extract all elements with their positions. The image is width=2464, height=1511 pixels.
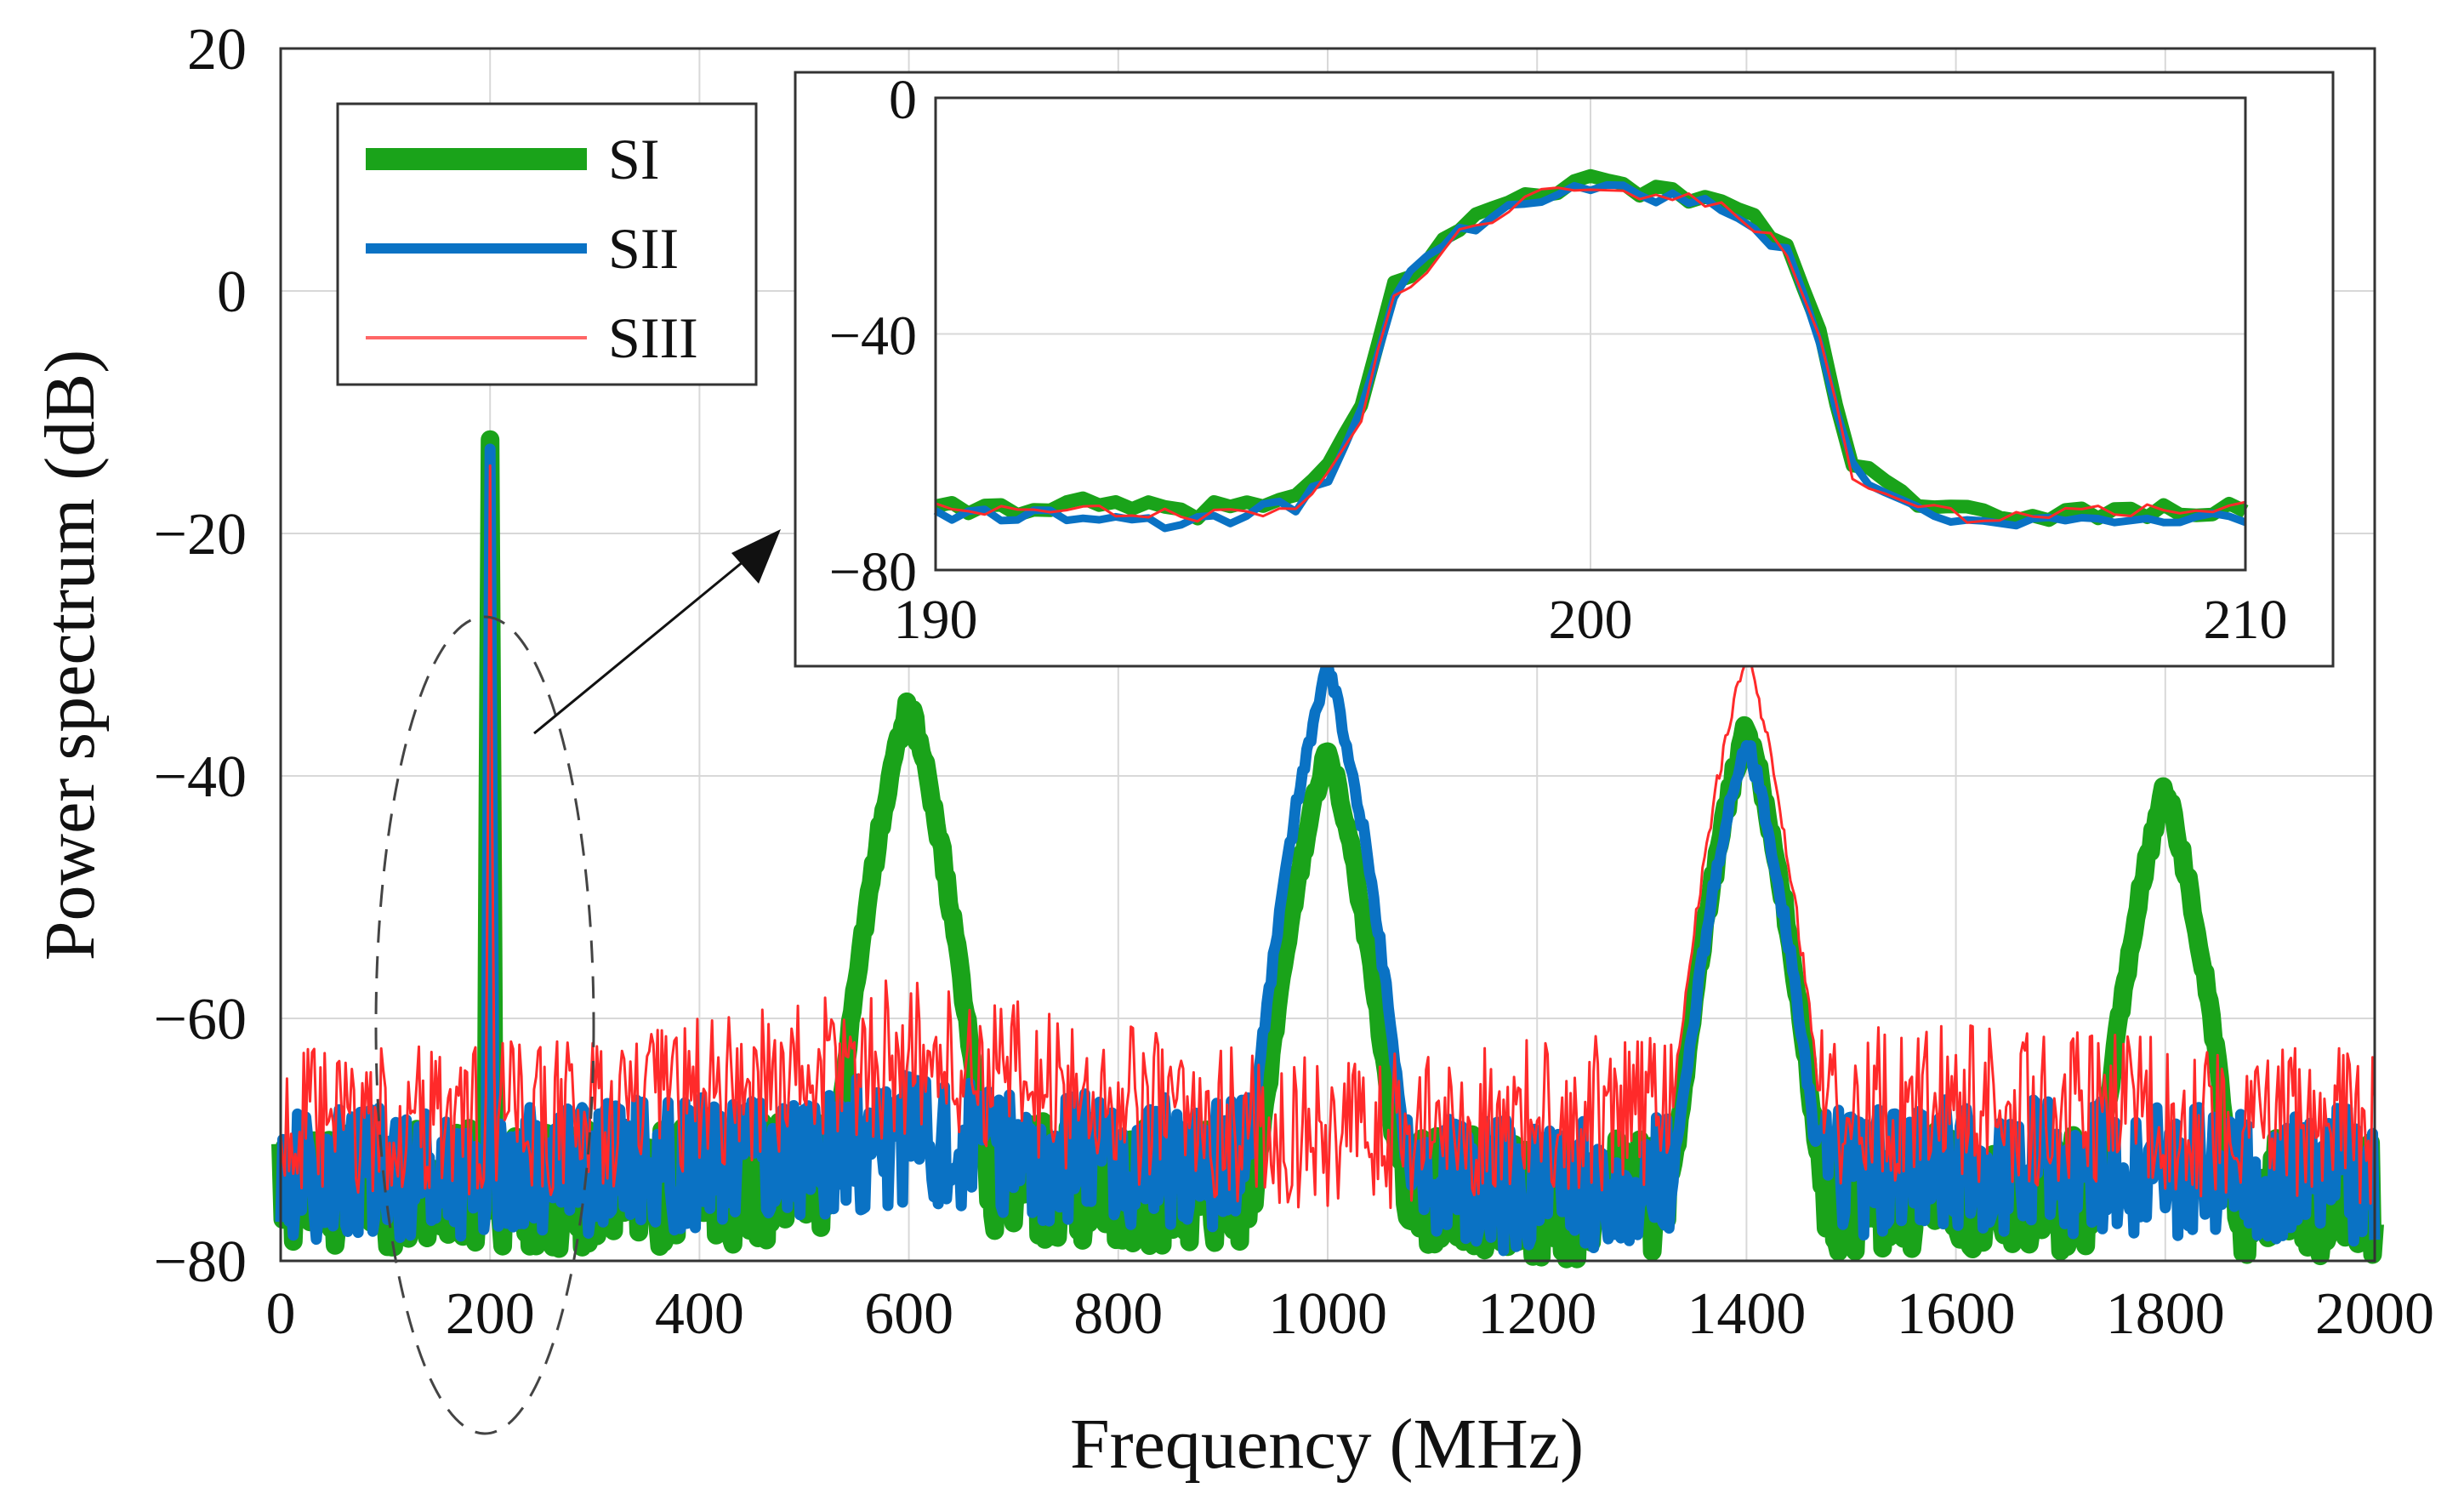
y-axis-label: Power spectrum (dB) [31,350,110,961]
x-axis-label: Frequency (MHz) [1070,1405,1584,1484]
main-y-tick-label: −40 [154,744,247,810]
legend-label-siii: SIII [608,305,698,370]
inset-y-tick-label: −80 [829,541,917,603]
inset-plot-frame [934,96,2247,572]
main-y-tick-label: −60 [154,987,247,1052]
inset-y-tick-label: 0 [889,69,917,131]
inset-x-tick-label: 190 [894,589,978,651]
main-x-tick-label: 1800 [2106,1281,2225,1347]
legend: SI SII SIII [336,102,758,386]
main-x-tick-label: 1200 [1477,1281,1596,1347]
main-x-tick-label: 1400 [1687,1281,1806,1347]
main-plot-frame [279,47,2376,1263]
main-y-tick-label: 0 [217,259,247,325]
legend-label-sii: SII [608,216,679,281]
main-x-tick-label: 600 [864,1281,953,1347]
inset-plot: 190 200 210 0 −40 −80 [794,69,2335,668]
zoom-arrow [533,529,781,735]
main-y-tick-labels: 20 0 −20 −40 −60 −80 [154,17,247,1295]
main-x-tick-label: 400 [655,1281,744,1347]
main-x-tick-label: 0 [266,1281,296,1347]
main-x-tick-label: 200 [446,1281,535,1347]
inset-panel [794,71,2335,668]
zoom-highlight-ellipse [374,615,595,1435]
main-x-tick-label: 1600 [1897,1281,2016,1347]
inset-y-tick-labels: 0 −40 −80 [829,69,917,603]
inset-x-tick-label: 210 [2204,589,2288,651]
inset-series-line-siii [935,186,2246,524]
series-line-siii [279,464,2376,1210]
main-x-tick-labels: 0 200 400 600 800 1000 1200 1400 1600 1800 2000 [266,1281,2435,1347]
main-x-tick-label: 2000 [2315,1281,2434,1347]
inset-series [933,168,2249,533]
inset-x-tick-label: 200 [1549,589,1633,651]
main-y-tick-label: −20 [154,502,247,567]
main-y-tick-label: 20 [187,17,247,83]
inset-x-tick-labels: 190 200 210 [894,589,2288,651]
main-x-tick-label: 1000 [1268,1281,1387,1347]
legend-label-si: SI [608,127,659,191]
inset-y-tick-label: −40 [829,305,917,368]
main-x-tick-label: 800 [1073,1281,1163,1347]
main-y-tick-label: −80 [154,1229,247,1295]
